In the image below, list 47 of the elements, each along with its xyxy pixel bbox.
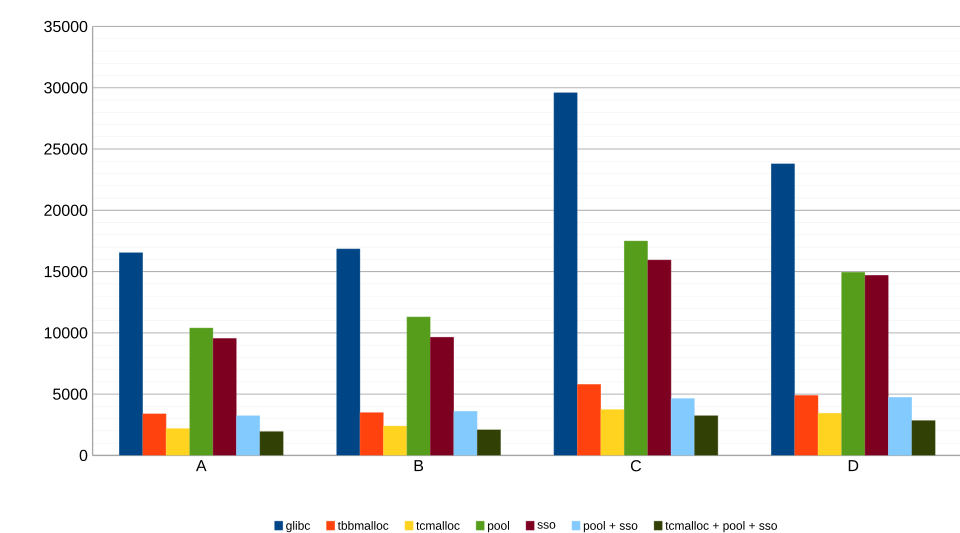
legend-label: pool	[488, 521, 510, 532]
bar	[189, 328, 214, 456]
bar	[554, 92, 578, 456]
bar	[360, 412, 384, 456]
bar	[818, 412, 842, 456]
legend-label: glibc	[286, 521, 310, 532]
x-tick-label: C	[630, 460, 642, 472]
bar	[670, 398, 695, 456]
bar	[406, 316, 431, 456]
bar	[624, 240, 648, 456]
bar	[771, 164, 795, 456]
bar	[166, 428, 190, 456]
y-tick-label: 30000	[44, 82, 88, 94]
legend-label: tbbmalloc	[338, 521, 388, 530]
bar	[864, 275, 889, 456]
y-tick-label: 35000	[44, 20, 88, 32]
bar	[383, 426, 408, 456]
bar	[454, 411, 478, 456]
y-tick-label: 5000	[53, 388, 88, 400]
legend-label: pool + sso	[584, 521, 638, 532]
bar	[912, 420, 936, 456]
bar	[794, 395, 818, 456]
x-tick-label: B	[414, 460, 424, 472]
y-tick-label: 15000	[44, 266, 88, 278]
bar	[119, 252, 143, 456]
bar	[694, 415, 718, 456]
bar	[142, 414, 166, 456]
legend-label: sso	[537, 522, 556, 529]
x-tick-label: A	[196, 460, 207, 472]
bar	[212, 338, 237, 456]
y-tick-label: 0	[80, 450, 88, 462]
bar	[577, 384, 601, 456]
bar	[260, 431, 284, 456]
bar	[236, 415, 260, 456]
y-tick-label: 10000	[44, 327, 88, 339]
bar	[888, 397, 912, 456]
bar	[336, 248, 360, 456]
bar	[841, 272, 866, 456]
y-tick-label: 25000	[44, 143, 88, 155]
legend-label: tcmalloc + pool + sso	[665, 521, 777, 532]
legend-label: tcmalloc	[416, 521, 460, 530]
bar	[647, 260, 672, 456]
bar	[476, 430, 501, 456]
bar	[600, 409, 624, 456]
bar	[430, 337, 454, 456]
y-tick-label: 20000	[44, 204, 88, 216]
x-tick-label: D	[848, 460, 858, 472]
